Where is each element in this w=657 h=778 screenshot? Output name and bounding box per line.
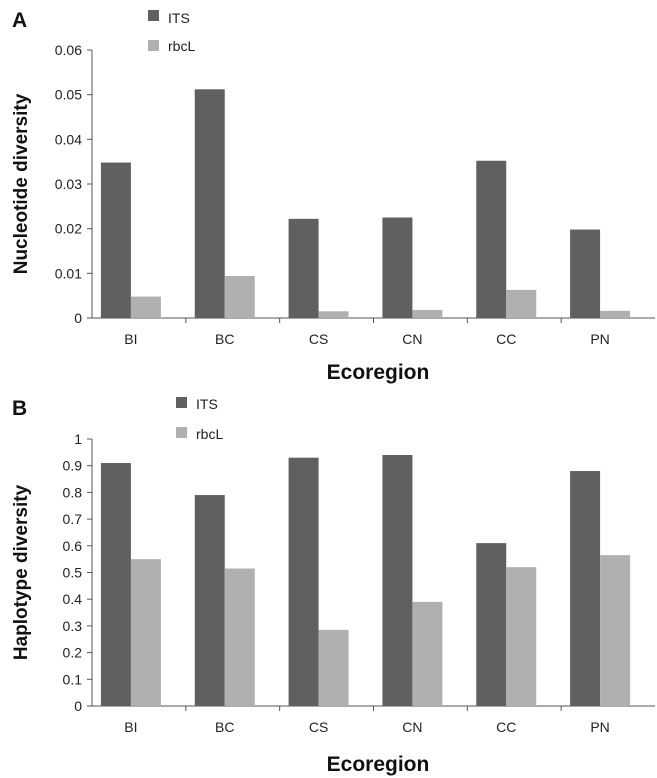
x-tick-label: CN xyxy=(402,719,422,735)
chart-panel-a: A ITS rbcL Nucleotide diversity 0 0.01 0.02 0.0… xyxy=(11,9,655,384)
bar-rbcl-cs xyxy=(318,311,349,318)
bar-its-bc xyxy=(194,495,225,706)
x-tick-label: PN xyxy=(590,719,609,735)
chart-panel-b: B ITS rbcL Haplotype diversity 0 0.1 0.2 0.3 0.4… xyxy=(11,396,655,776)
x-tick-label: CS xyxy=(309,331,328,347)
bar-its-pn xyxy=(570,229,601,318)
bar-rbcl-cn xyxy=(412,601,443,706)
y-tick-label: 0.05 xyxy=(55,87,82,103)
x-tick-label: CC xyxy=(496,331,516,347)
bar-its-cs xyxy=(288,457,319,706)
x-axis-label: Ecoregion xyxy=(327,753,430,776)
y-axis-label: Nucleotide diversity xyxy=(11,93,32,274)
bar-rbcl-cs xyxy=(318,629,349,706)
y-tick-label: 0.06 xyxy=(55,42,82,58)
bar-its-cs xyxy=(288,218,319,318)
y-tick-label: 0.6 xyxy=(63,538,83,554)
y-tick-label: 0.1 xyxy=(63,671,83,687)
x-tick-label: BC xyxy=(215,331,234,347)
y-tick-label: 0.8 xyxy=(63,484,83,500)
y-tick-label: 0.03 xyxy=(55,176,82,192)
legend-swatch-rbcl xyxy=(176,427,187,438)
bar-rbcl-pn xyxy=(600,310,631,318)
legend-swatch-its xyxy=(148,10,159,21)
x-tick-label: CC xyxy=(496,719,516,735)
bar-rbcl-cn xyxy=(412,309,443,318)
y-tick-label: 0.01 xyxy=(55,265,82,281)
y-axis-label: Haplotype diversity xyxy=(11,484,32,660)
bar-its-cn xyxy=(382,217,413,318)
panel-label-b: B xyxy=(12,397,27,420)
x-tick-label: CS xyxy=(309,719,328,735)
legend-label-its: ITS xyxy=(168,10,190,26)
bar-rbcl-pn xyxy=(600,555,631,706)
bar-rbcl-bi xyxy=(130,559,161,706)
y-tick-label: 0.02 xyxy=(55,221,82,237)
bar-its-bi xyxy=(100,162,131,318)
legend-swatch-its xyxy=(176,397,187,408)
panel-label-a: A xyxy=(12,9,27,32)
bar-its-pn xyxy=(570,471,601,706)
y-tick-label: 0.04 xyxy=(55,131,82,147)
y-tick-label: 0.3 xyxy=(63,618,83,634)
legend-swatch-rbcl xyxy=(148,40,159,51)
bar-rbcl-bi xyxy=(130,296,161,318)
x-axis-label: Ecoregion xyxy=(327,361,430,384)
legend-label-rbcl: rbcL xyxy=(196,426,223,442)
y-tick-label: 0.7 xyxy=(63,511,83,527)
x-tick-label: CN xyxy=(402,331,422,347)
y-tick-label: 0.5 xyxy=(63,565,83,581)
y-tick-label: 0 xyxy=(74,698,82,714)
bar-its-cc xyxy=(476,160,507,318)
x-tick-label: BI xyxy=(124,331,137,347)
bar-rbcl-bc xyxy=(224,276,255,318)
x-tick-label: BI xyxy=(124,719,137,735)
bar-its-bi xyxy=(100,463,131,706)
bar-rbcl-bc xyxy=(224,568,255,706)
x-tick-label: BC xyxy=(215,719,234,735)
bar-its-cn xyxy=(382,455,413,706)
bar-its-cc xyxy=(476,543,507,706)
y-tick-label: 0.2 xyxy=(63,645,83,661)
x-tick-label: PN xyxy=(590,331,609,347)
y-tick-label: 0.9 xyxy=(63,458,83,474)
y-tick-label: 0 xyxy=(74,310,82,326)
y-tick-label: 0.4 xyxy=(63,591,83,607)
bar-its-bc xyxy=(194,89,225,318)
legend-label-its: ITS xyxy=(196,396,218,412)
bar-rbcl-cc xyxy=(506,567,537,706)
legend-label-rbcl: rbcL xyxy=(168,38,195,54)
y-tick-label: 1 xyxy=(74,431,82,447)
bar-rbcl-cc xyxy=(506,289,537,318)
